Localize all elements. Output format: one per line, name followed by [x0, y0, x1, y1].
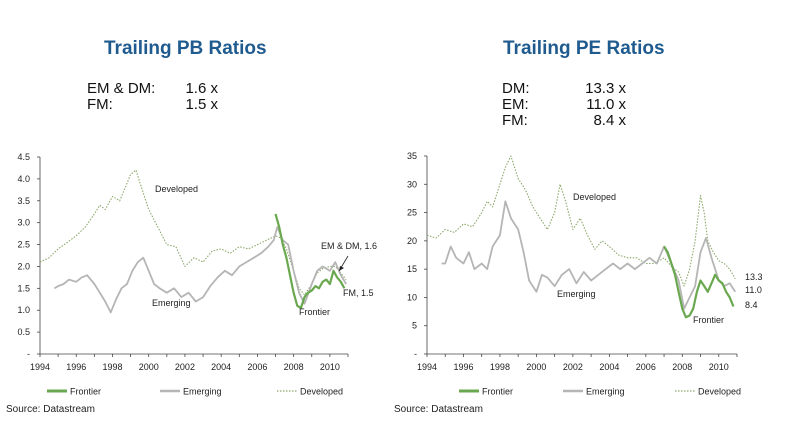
pb-chart-title: Trailing PB Ratios	[104, 38, 267, 59]
pb-series-frontier	[274, 213, 346, 310]
pe-y-tick-label: 15	[407, 264, 417, 274]
pe-legend-label-frontier: Frontier	[482, 387, 513, 397]
pe-series-developed	[426, 155, 736, 287]
pe-x-tick-label: 2004	[599, 362, 619, 372]
pe-stat-label-fm: FM:	[502, 112, 528, 129]
pb-annotation-fm: FM, 1.5	[343, 288, 374, 298]
pb-annotation-frontier: Frontier	[299, 307, 330, 317]
pb-line-chart: - 0.5 1.0 1.5 2.0 2.5 3.0 3.5 4.0 4.5 1994 1996 1998…	[17, 152, 377, 397]
pb-y-tick-label: -	[27, 349, 30, 359]
pb-stat-value-fm: 1.5 x	[185, 96, 218, 113]
pe-y-tick-label: 10	[407, 292, 417, 302]
pe-annotation-end1: 13.3	[745, 272, 763, 282]
pe-x-tick-label: 1998	[490, 362, 510, 372]
pe-series-emerging	[441, 200, 736, 310]
pe-y-tick-label: 35	[407, 151, 417, 161]
pe-annotation-end3: 8.4	[745, 300, 758, 310]
pb-x-tick-label: 2008	[284, 362, 304, 372]
pb-x-tick-label: 2006	[247, 362, 267, 372]
pe-annotation-end2: 11.0	[745, 285, 762, 295]
pe-x-tick-label: 2006	[636, 362, 656, 372]
pe-stat-value-em: 11.0 x	[586, 96, 626, 113]
pe-x-tick-label: 2000	[526, 362, 546, 372]
pe-y-tick-label: 30	[407, 179, 417, 189]
pb-annotation-arrowhead	[339, 266, 344, 271]
pe-annotation-developed: Developed	[573, 192, 616, 202]
pb-source: Source: Datastream	[6, 404, 95, 415]
pe-annotation-frontier: Frontier	[693, 315, 724, 325]
pe-stat-label-dm: DM:	[502, 80, 530, 97]
pe-line-chart: - 5 10 15 20 25 30 35 1994 1996 1998 2000 2002 2004 20…	[407, 151, 763, 397]
pe-y-tick-label: 20	[407, 236, 417, 246]
pe-series-frontier	[663, 245, 735, 319]
pe-x-tick-label: 1996	[453, 362, 473, 372]
pb-y-tick-label: 2.5	[17, 240, 30, 250]
pb-x-tick-label: 2002	[175, 362, 195, 372]
pb-legend-label-frontier: Frontier	[70, 387, 101, 397]
pe-y-tick-label: -	[414, 349, 417, 359]
pb-series-emerging	[54, 226, 347, 314]
pb-y-tick-label: 2.0	[17, 261, 30, 271]
pe-stat-label-em: EM:	[502, 96, 529, 113]
pb-x-tick-label: 1996	[66, 362, 86, 372]
pe-source: Source: Datastream	[394, 404, 483, 415]
pb-series-developed	[39, 169, 347, 296]
pb-x-tick-label: 2000	[139, 362, 159, 372]
pb-stat-label-emdm: EM & DM:	[87, 80, 156, 97]
pb-y-tick-label: 3.0	[17, 218, 30, 228]
pe-x-tick-label: 2010	[709, 362, 729, 372]
pb-y-tick-label: 4.5	[17, 152, 30, 162]
pb-stat-value-emdm: 1.6 x	[185, 80, 218, 97]
pb-annotation-developed: Developed	[155, 184, 198, 194]
pe-y-tick-label: 5	[412, 321, 417, 331]
pb-x-tick-label: 2004	[211, 362, 231, 372]
pe-chart-title: Trailing PE Ratios	[503, 38, 665, 59]
pb-legend-label-emerging: Emerging	[183, 387, 222, 397]
pb-y-tick-label: 4.0	[17, 174, 30, 184]
pb-stat-label-fm: FM:	[87, 96, 113, 113]
pb-x-tick-label: 1994	[30, 362, 50, 372]
pe-stat-value-dm: 13.3 x	[585, 80, 626, 97]
pb-x-tick-label: 2010	[320, 362, 340, 372]
pb-y-tick-label: 3.5	[17, 196, 30, 206]
pb-annotation-emerging: Emerging	[152, 298, 191, 308]
pb-y-tick-label: 1.0	[17, 305, 30, 315]
pb-legend-label-developed: Developed	[300, 387, 343, 397]
pe-legend-label-developed: Developed	[698, 387, 741, 397]
pb-x-tick-label: 1998	[102, 362, 122, 372]
pe-x-tick-label: 2008	[672, 362, 692, 372]
pe-legend-label-emerging: Emerging	[586, 387, 625, 397]
pb-y-tick-label: 0.5	[17, 327, 30, 337]
pe-y-tick-label: 25	[407, 208, 417, 218]
pe-stat-value-fm: 8.4 x	[593, 112, 626, 129]
pb-y-tick-label: 1.5	[17, 283, 30, 293]
pe-x-tick-label: 1994	[417, 362, 437, 372]
pe-annotation-emerging: Emerging	[557, 289, 596, 299]
pb-annotation-emdm: EM & DM, 1.6	[321, 241, 377, 251]
pe-x-tick-label: 2002	[563, 362, 583, 372]
